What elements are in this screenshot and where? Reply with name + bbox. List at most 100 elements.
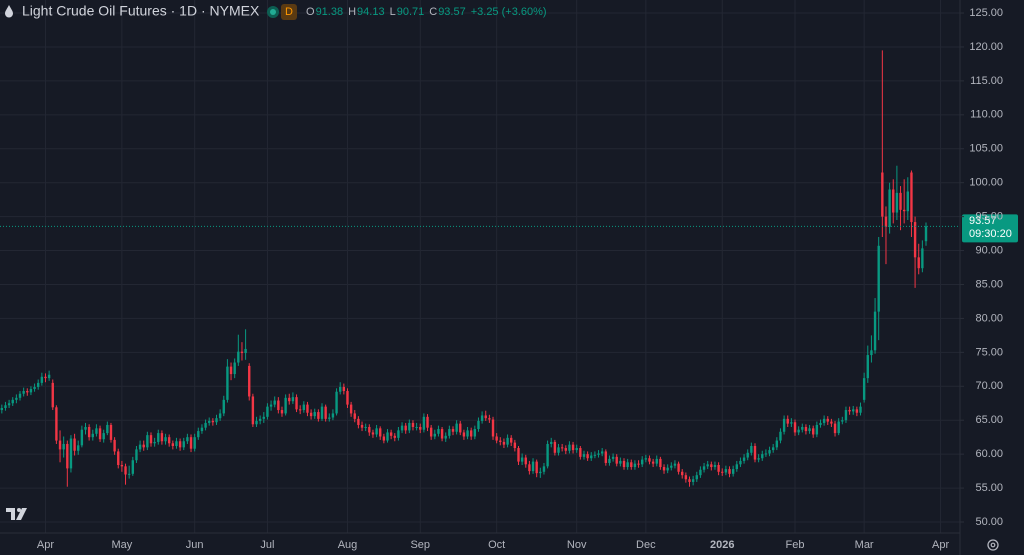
candle-body — [855, 409, 859, 413]
candle-body — [218, 413, 222, 419]
candle-body — [393, 435, 396, 438]
candle-body — [826, 418, 829, 422]
y-tick-label: 95.00 — [975, 211, 1003, 223]
candle-body — [26, 391, 29, 393]
candle-body — [670, 465, 673, 468]
last-price-box — [962, 214, 1018, 243]
candle-body — [582, 454, 586, 457]
candle-body — [429, 427, 433, 437]
candle-body — [386, 432, 389, 441]
candle-body — [160, 433, 164, 442]
candle-body — [619, 460, 622, 464]
candle-body — [884, 216, 888, 227]
candle-body — [346, 391, 349, 405]
candle-body — [902, 209, 906, 212]
candle-body — [531, 461, 535, 472]
candle-body — [248, 365, 251, 397]
candle-body — [298, 409, 302, 411]
interval-badge-box — [281, 4, 297, 20]
candle-body — [226, 366, 229, 400]
candle-body — [98, 428, 102, 440]
candle-body — [255, 420, 258, 425]
candle-body — [866, 355, 869, 379]
candle-body — [58, 440, 62, 450]
x-tick-label: Jun — [186, 539, 204, 551]
candle-body — [520, 457, 524, 462]
candle-body — [451, 429, 455, 432]
candle-body — [550, 441, 553, 444]
settings-icon[interactable] — [987, 539, 999, 551]
symbol-icon — [5, 5, 13, 18]
candle-body — [84, 426, 87, 430]
candle-body — [611, 456, 615, 459]
candle-body — [462, 432, 466, 437]
candle-body — [775, 440, 779, 448]
countdown-label: 09:30:20 — [969, 228, 1012, 240]
candle-body — [7, 403, 11, 406]
candle-body — [186, 437, 189, 442]
settings-ring[interactable] — [987, 539, 999, 551]
candle-body — [804, 426, 808, 432]
x-tick-label: Apr — [932, 539, 949, 551]
candle-body — [790, 422, 793, 424]
candle-body — [280, 410, 284, 414]
ohlc-key: C — [429, 6, 437, 18]
candle-body — [266, 406, 269, 417]
candle-body — [182, 441, 185, 448]
candle-body — [29, 388, 33, 393]
candle-body — [120, 465, 124, 467]
x-tick-label: Dec — [636, 539, 656, 551]
grid — [0, 0, 960, 533]
ohlc-value: 93.57 — [438, 6, 466, 18]
candle-body — [651, 461, 655, 464]
candle-body — [215, 418, 218, 423]
candle-body — [677, 463, 680, 472]
candle-body — [309, 412, 313, 417]
candle-body — [397, 430, 400, 438]
candle-body — [633, 463, 637, 468]
x-tick-label: Feb — [786, 539, 805, 551]
candle-body — [302, 404, 306, 411]
candle-body — [40, 376, 44, 383]
candle-body — [251, 396, 255, 425]
change-label: +3.25 (+3.60%) — [471, 6, 547, 18]
candle-body — [746, 452, 749, 458]
candle-body — [724, 469, 728, 473]
settings-center[interactable] — [990, 542, 996, 548]
candle-body — [844, 410, 848, 421]
candle-body — [502, 441, 506, 445]
candle-body — [600, 451, 604, 454]
candle-body — [546, 443, 549, 467]
y-tick-label: 115.00 — [970, 75, 1003, 87]
candle-body — [524, 457, 527, 465]
candle-body — [586, 454, 589, 459]
candle-body — [491, 419, 495, 437]
candle-body — [895, 192, 899, 213]
candle-body — [313, 412, 316, 417]
candle-body — [117, 451, 120, 466]
candle-body — [80, 429, 84, 446]
candle-body — [324, 406, 327, 419]
candle-body — [411, 422, 415, 427]
candle-body — [426, 416, 429, 428]
y-tick-label: 70.00 — [975, 380, 1003, 392]
candle-body — [51, 382, 54, 408]
candle-body — [848, 410, 851, 412]
candle-body — [761, 454, 764, 459]
candle-body — [862, 378, 866, 400]
candle-body — [568, 444, 571, 451]
candle-body — [178, 441, 182, 448]
candle-body — [593, 454, 597, 456]
y-tick-label: 110.00 — [970, 109, 1003, 121]
candle-body — [640, 459, 644, 465]
candle-body — [604, 451, 608, 463]
candle-body — [328, 417, 331, 419]
ohlc-value: 91.38 — [316, 6, 344, 18]
candle-body — [360, 424, 364, 428]
candle-body — [477, 420, 480, 430]
candle-body — [69, 438, 73, 469]
candle-body — [480, 415, 484, 421]
candle-body — [768, 450, 771, 454]
ohlc-legend: O 91.38 H 94.13 L 90.71 C 93.57 +3.25 (+3.60%) — [306, 6, 547, 18]
candle-body — [662, 467, 666, 471]
